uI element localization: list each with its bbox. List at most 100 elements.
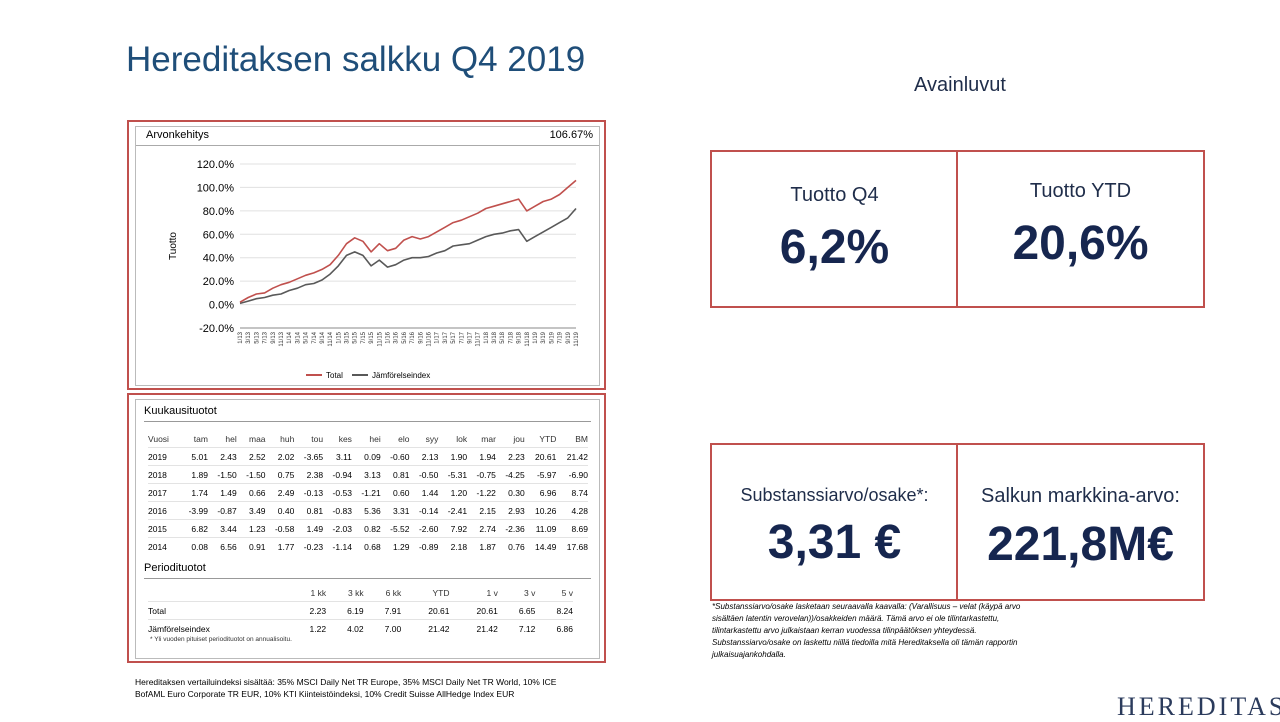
x-tick-label: 3/13 bbox=[246, 331, 252, 343]
monthly-cell: 2.18 bbox=[438, 537, 468, 555]
period-row: Jämförelseindex 1.22 4.02 7.00 21.42 21.42 7.1… bbox=[148, 619, 573, 637]
legend-label-total: Total bbox=[326, 371, 343, 380]
monthly-cell: -5.97 bbox=[524, 465, 557, 484]
monthly-cell: -0.58 bbox=[265, 519, 295, 538]
x-tick-label: 3/14 bbox=[295, 331, 301, 343]
monthly-cell: 1.23 bbox=[236, 519, 266, 538]
monthly-cell: -0.87 bbox=[207, 501, 237, 520]
x-tick-label: 5/18 bbox=[500, 331, 506, 343]
period-cell: 7.91 bbox=[363, 601, 402, 620]
monthly-cell: 2018 bbox=[148, 465, 180, 484]
y-tick-label: 120.0% bbox=[197, 159, 235, 171]
monthly-header-cell: tou bbox=[311, 433, 324, 444]
monthly-cell: 0.81 bbox=[294, 501, 324, 520]
monthly-header-cell: Vuosi bbox=[148, 433, 169, 444]
monthly-cell: 2.15 bbox=[467, 501, 496, 520]
x-tick-label: 5/16 bbox=[402, 331, 408, 343]
monthly-cell: 2.38 bbox=[294, 465, 324, 484]
x-tick-label: 9/14 bbox=[320, 331, 326, 343]
monthly-header-cell: elo bbox=[398, 433, 410, 444]
monthly-cell: -2.60 bbox=[409, 519, 439, 538]
monthly-cell: -2.03 bbox=[323, 519, 352, 538]
monthly-cell: 3.49 bbox=[236, 501, 266, 520]
period-header-cell: 3 v bbox=[524, 587, 536, 598]
monthly-row: 2019 5.01 2.43 2.52 2.02 -3.65 3.11 0.09 -0.60 2.… bbox=[148, 447, 588, 466]
monthly-cell: 0.30 bbox=[495, 483, 525, 502]
period-cell: 7.00 bbox=[363, 619, 402, 637]
monthly-cell: 1.49 bbox=[207, 483, 237, 502]
monthly-cell: -0.14 bbox=[409, 501, 439, 520]
period-cell: 8.24 bbox=[535, 601, 573, 620]
nav-footnote: *Substanssiarvo/osake lasketaan seuraava… bbox=[712, 602, 1021, 659]
monthly-header-cell: jou bbox=[513, 433, 525, 444]
x-tick-label: 1/17 bbox=[435, 331, 441, 343]
monthly-header-cell: syy bbox=[425, 433, 439, 444]
x-tick-label: 7/13 bbox=[263, 331, 269, 343]
monthly-cell: 2.13 bbox=[409, 447, 439, 466]
monthly-cell: 10.26 bbox=[524, 501, 557, 520]
x-tick-label: 3/16 bbox=[394, 331, 400, 343]
monthly-cell: -4.25 bbox=[495, 465, 525, 484]
period-header-cell: 5 v bbox=[561, 587, 573, 598]
monthly-cell: 11.09 bbox=[524, 519, 557, 538]
x-tick-label: 9/18 bbox=[517, 331, 523, 343]
monthly-cell: 1.20 bbox=[438, 483, 468, 502]
monthly-header-cell: maa bbox=[248, 433, 266, 444]
x-tick-label: 1/13 bbox=[238, 331, 244, 343]
monthly-cell: 6.96 bbox=[524, 483, 557, 502]
period-cell: 4.02 bbox=[326, 619, 364, 637]
monthly-cell: 2.52 bbox=[236, 447, 266, 466]
kpi-q4-return: Tuotto Q4 6,2% bbox=[710, 150, 959, 308]
value-chart: 120.0% 100.0% 80.0% 60.0% 40.0% 20.0% 0.0% -20.… bbox=[168, 159, 580, 380]
monthly-cell: -0.60 bbox=[380, 447, 410, 466]
monthly-row: 2017 1.74 1.49 0.66 2.49 -0.13 -0.53 -1.21 0.60 1… bbox=[148, 483, 588, 502]
period-cell: 6.19 bbox=[326, 601, 364, 620]
period-cell: 7.12 bbox=[497, 619, 536, 637]
returns-table-frame: Kuukausituotot Vuosi tam hel maa huh tou kes he… bbox=[135, 399, 600, 659]
monthly-header-cell: kes bbox=[338, 433, 352, 444]
legend-label-benchmark: Jämförelseindex bbox=[372, 371, 430, 380]
monthly-cell: -6.90 bbox=[556, 465, 588, 484]
monthly-cell: 2.93 bbox=[495, 501, 525, 520]
monthly-cell: -3.65 bbox=[294, 447, 324, 466]
x-tick-label: 5/13 bbox=[254, 331, 260, 343]
x-tick-label: 3/17 bbox=[443, 331, 449, 343]
period-returns-table: 1 kk 3 kk 6 kk YTD 1 v 3 v 5 v Total 2.23 6.19 7.9… bbox=[148, 584, 573, 637]
kpi-ytd-return: Tuotto YTD 20,6% bbox=[956, 150, 1205, 308]
x-tick-label: 1/18 bbox=[484, 331, 490, 343]
monthly-cell: -0.75 bbox=[467, 465, 496, 484]
chart-header-value: 106.67% bbox=[549, 129, 593, 141]
x-tick-label: 1/14 bbox=[287, 331, 293, 343]
x-tick-label: 7/17 bbox=[459, 331, 465, 343]
period-divider bbox=[144, 578, 591, 579]
monthly-cell: -2.36 bbox=[495, 519, 525, 538]
kpi-label: Substanssiarvo/osake*: bbox=[740, 485, 929, 505]
monthly-cell: 2.23 bbox=[495, 447, 525, 466]
value-chart-panel: Arvonkehitys 106.67% 120.0% 100.0% 80.0% 60… bbox=[127, 120, 606, 390]
x-tick-label: 5/19 bbox=[549, 331, 555, 343]
monthly-cell: 0.68 bbox=[351, 537, 381, 555]
monthly-header-cell: hel bbox=[225, 433, 237, 444]
monthly-cell: -1.50 bbox=[207, 465, 237, 484]
period-cell: 20.61 bbox=[449, 601, 498, 620]
monthly-returns-title: Kuukausituotot bbox=[144, 405, 217, 417]
monthly-cell: -0.50 bbox=[409, 465, 439, 484]
period-header-row: 1 kk 3 kk 6 kk YTD 1 v 3 v 5 v bbox=[148, 584, 573, 602]
period-cell: 2.23 bbox=[288, 601, 327, 620]
monthly-cell: 0.66 bbox=[236, 483, 266, 502]
monthly-row: 2016 -3.99 -0.87 3.49 0.40 0.81 -0.83 5.36 3.31-… bbox=[148, 501, 588, 520]
x-tick-label: 3/15 bbox=[345, 331, 351, 343]
x-tick-label: 7/16 bbox=[410, 331, 416, 343]
series-line-benchmark bbox=[239, 207, 577, 305]
x-tick-label: 1/16 bbox=[386, 331, 392, 343]
monthly-cell: -5.52 bbox=[380, 519, 410, 538]
kpi-nav-per-share: Substanssiarvo/osake*: 3,31 € bbox=[710, 443, 959, 601]
period-cell: 21.42 bbox=[401, 619, 450, 637]
x-tick-label: 11/13 bbox=[279, 331, 285, 346]
key-figures-heading: Avainluvut bbox=[914, 74, 1006, 96]
monthly-cell: 2014 bbox=[148, 537, 180, 555]
benchmark-note: Hereditaksen vertailuindeksi sisältää: 3… bbox=[135, 677, 557, 699]
returns-table-panel: Kuukausituotot Vuosi tam hel maa huh tou kes he… bbox=[127, 393, 606, 663]
kpi-value: 6,2% bbox=[779, 221, 890, 274]
monthly-cell: 17.68 bbox=[556, 537, 588, 555]
